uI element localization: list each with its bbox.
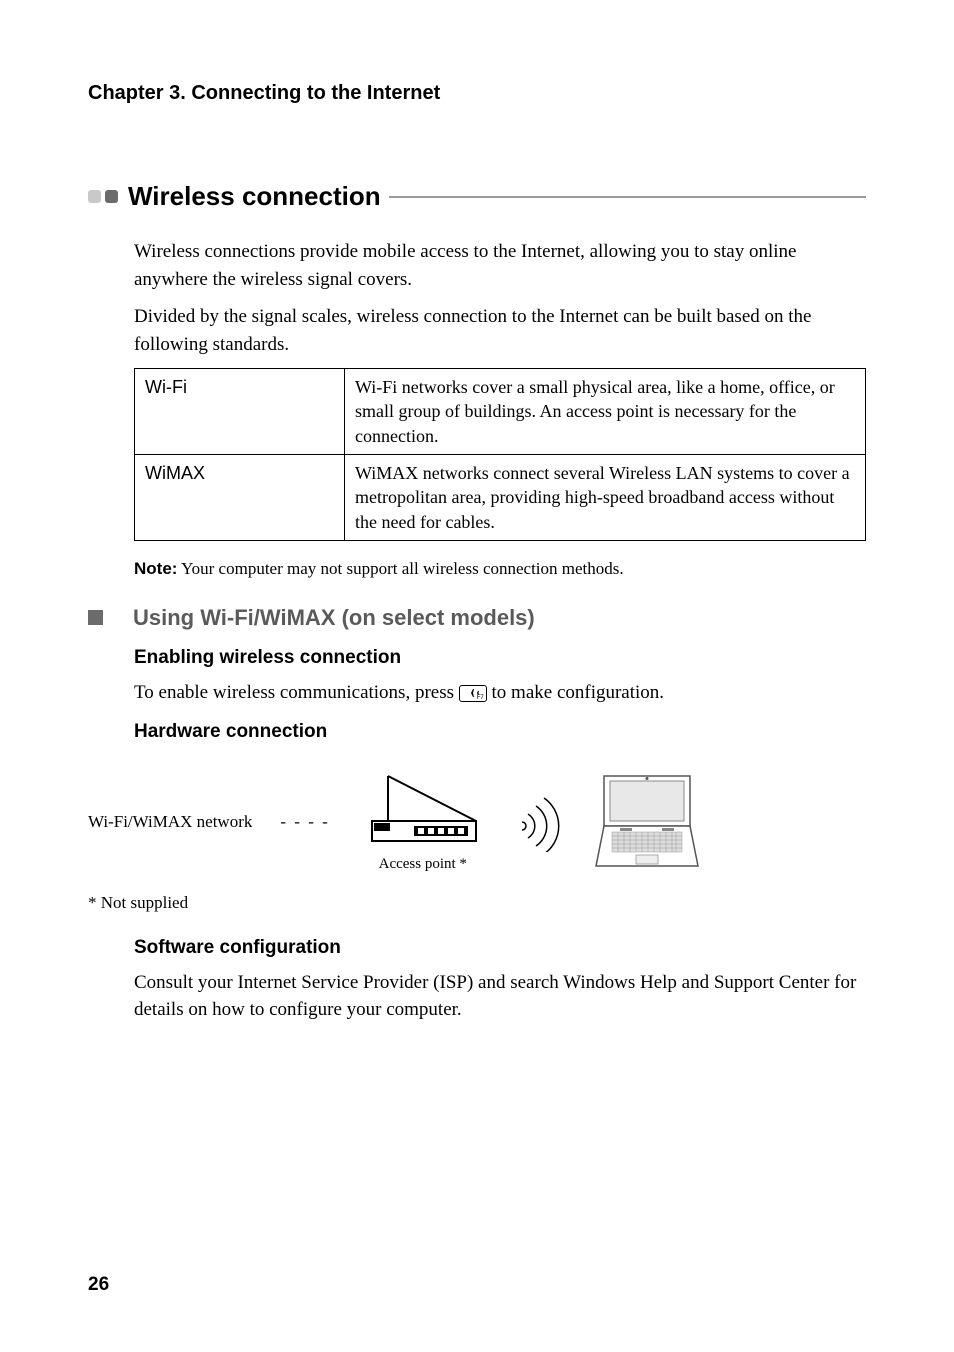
section-heading-row: Wireless connection: [88, 181, 866, 212]
access-point-graphic: Access point *: [358, 771, 488, 873]
hardware-diagram: Wi-Fi/WiMAX network - - - - Access point…: [88, 771, 866, 873]
wireless-waves-icon: [516, 792, 564, 852]
section-title: Wireless connection: [128, 181, 381, 212]
page-number: 26: [88, 1274, 109, 1296]
subsection-content: Enabling wireless connection To enable w…: [134, 647, 866, 1024]
router-icon: [358, 771, 488, 849]
subsection-heading-row: Using Wi-Fi/WiMAX (on select models): [88, 605, 866, 631]
dash-connector: - - - -: [280, 812, 329, 832]
table-cell-name: WiMAX: [135, 455, 345, 541]
bullet-icon: [105, 190, 118, 203]
footnote: * Not supplied: [88, 893, 866, 913]
software-text: Consult your Internet Service Provider (…: [134, 969, 866, 1024]
bullet-icon: [88, 190, 101, 203]
section-content: Wireless connections provide mobile acce…: [134, 238, 866, 579]
note-body: Your computer may not support all wirele…: [177, 559, 623, 578]
subsection-bullet-icon: [88, 610, 103, 625]
table-row: Wi-Fi Wi-Fi networks cover a small physi…: [135, 369, 866, 455]
laptop-icon: [592, 772, 702, 872]
standards-table: Wi-Fi Wi-Fi networks cover a small physi…: [134, 368, 866, 541]
airplane-key-icon: F7: [459, 685, 487, 702]
table-cell-desc: WiMAX networks connect several Wireless …: [345, 455, 866, 541]
enable-post: to make configuration.: [487, 682, 664, 703]
hardware-heading: Hardware connection: [134, 721, 866, 743]
enable-text: To enable wireless communications, press…: [134, 679, 866, 707]
intro-paragraph: Divided by the signal scales, wireless c…: [134, 303, 866, 358]
section-divider-line: [389, 196, 866, 198]
subsection-title: Using Wi-Fi/WiMAX (on select models): [133, 605, 535, 631]
enable-pre: To enable wireless communications, press: [134, 682, 459, 703]
note-text: Note: Your computer may not support all …: [134, 559, 866, 579]
intro-paragraph: Wireless connections provide mobile acce…: [134, 238, 866, 293]
table-cell-desc: Wi-Fi networks cover a small physical ar…: [345, 369, 866, 455]
chapter-header: Chapter 3. Connecting to the Internet: [88, 82, 866, 105]
section-bullets: [88, 190, 118, 203]
software-heading: Software configuration: [134, 937, 866, 959]
note-label: Note:: [134, 559, 177, 578]
enable-heading: Enabling wireless connection: [134, 647, 866, 669]
access-point-caption: Access point *: [358, 856, 488, 873]
network-label: Wi-Fi/WiMAX network: [88, 812, 252, 832]
table-row: WiMAX WiMAX networks connect several Wir…: [135, 455, 866, 541]
table-cell-name: Wi-Fi: [135, 369, 345, 455]
